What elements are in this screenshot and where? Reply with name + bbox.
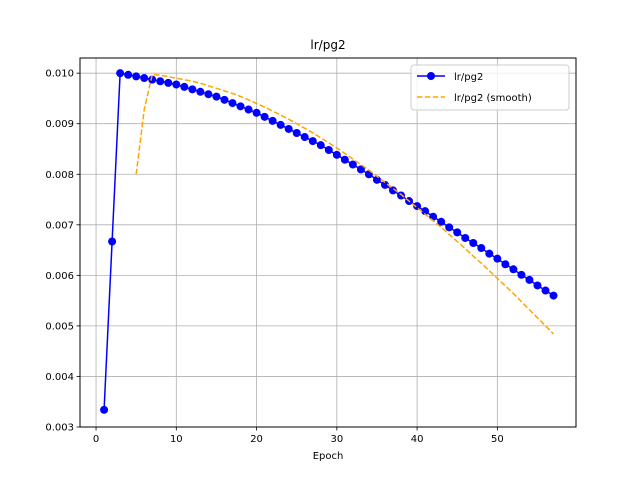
data-point bbox=[445, 223, 454, 232]
data-point bbox=[140, 74, 149, 83]
legend-marker bbox=[427, 72, 435, 80]
data-point bbox=[308, 137, 317, 146]
data-point bbox=[100, 405, 109, 414]
data-point bbox=[108, 237, 117, 246]
data-point bbox=[164, 78, 173, 87]
legend-box bbox=[410, 64, 570, 111]
data-point bbox=[236, 102, 245, 111]
data-point bbox=[260, 112, 269, 121]
x-tick-label: 10 bbox=[170, 434, 183, 445]
data-point bbox=[493, 254, 502, 263]
y-tick-label: 0.007 bbox=[45, 220, 74, 231]
data-point bbox=[292, 129, 301, 138]
x-axis: 0 10 20 30 40 50 bbox=[93, 427, 504, 445]
data-point bbox=[340, 155, 349, 164]
data-point bbox=[533, 281, 542, 290]
y-tick-label: 0.004 bbox=[45, 372, 74, 383]
data-point bbox=[437, 217, 446, 226]
legend-label: lr/pg2 bbox=[454, 72, 483, 83]
data-point bbox=[276, 120, 285, 129]
data-point bbox=[268, 116, 277, 125]
data-point bbox=[421, 207, 430, 216]
y-tick-label: 0.008 bbox=[45, 170, 74, 181]
data-point bbox=[196, 87, 205, 96]
data-point bbox=[124, 70, 133, 79]
grid bbox=[80, 58, 576, 428]
legend: lr/pg2 lr/pg2 (smooth) bbox=[410, 64, 570, 111]
y-tick-label: 0.006 bbox=[45, 271, 74, 282]
series-layer bbox=[100, 69, 558, 414]
data-point bbox=[228, 99, 237, 108]
x-tick-label: 50 bbox=[491, 434, 504, 445]
data-point bbox=[461, 233, 470, 242]
y-tick-label: 0.010 bbox=[45, 69, 74, 80]
data-point bbox=[116, 69, 125, 78]
data-point bbox=[397, 191, 406, 200]
data-point bbox=[372, 175, 381, 184]
y-tick-label: 0.005 bbox=[45, 321, 74, 332]
data-point bbox=[300, 133, 309, 142]
data-point bbox=[453, 228, 462, 237]
data-point bbox=[549, 291, 558, 300]
x-axis-title: Epoch bbox=[313, 451, 344, 462]
data-point bbox=[156, 77, 165, 86]
y-tick-label: 0.003 bbox=[45, 423, 74, 434]
data-point bbox=[389, 186, 398, 195]
x-tick-label: 30 bbox=[330, 434, 343, 445]
data-point bbox=[284, 124, 293, 133]
data-point bbox=[348, 160, 357, 169]
y-axis: 0.003 0.004 0.005 0.006 0.007 0.008 0.009 0.010 bbox=[45, 69, 80, 434]
data-point bbox=[509, 265, 518, 274]
y-tick-label: 0.009 bbox=[45, 119, 74, 130]
data-point bbox=[356, 165, 365, 174]
data-point bbox=[188, 85, 197, 94]
data-point bbox=[132, 72, 141, 81]
data-point bbox=[252, 108, 261, 117]
chart-title: lr/pg2 bbox=[310, 38, 345, 52]
data-point bbox=[204, 90, 213, 99]
legend-label: lr/pg2 (smooth) bbox=[454, 93, 532, 104]
data-point bbox=[212, 92, 221, 101]
data-point bbox=[324, 145, 333, 154]
series-line-1 bbox=[135, 73, 555, 335]
data-point bbox=[180, 82, 189, 91]
data-point bbox=[220, 95, 229, 104]
data-point bbox=[332, 150, 341, 159]
data-point bbox=[525, 275, 534, 284]
data-point bbox=[541, 286, 550, 295]
data-point bbox=[380, 180, 389, 189]
data-point bbox=[172, 80, 181, 89]
plot-frame bbox=[79, 57, 577, 428]
data-point bbox=[244, 105, 253, 114]
data-point bbox=[429, 212, 438, 221]
data-point bbox=[413, 202, 422, 211]
data-point bbox=[148, 75, 157, 84]
x-tick-label: 0 bbox=[93, 434, 99, 445]
data-point bbox=[316, 141, 325, 150]
data-point bbox=[469, 239, 478, 248]
x-tick-label: 40 bbox=[411, 434, 424, 445]
data-point bbox=[485, 249, 494, 258]
x-tick-label: 20 bbox=[250, 434, 263, 445]
data-point bbox=[501, 260, 510, 269]
data-point bbox=[477, 244, 486, 253]
data-point bbox=[517, 270, 526, 279]
